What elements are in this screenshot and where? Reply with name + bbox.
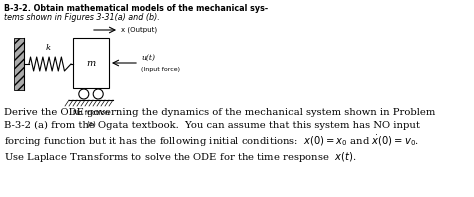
Bar bbox=[73, 38, 109, 88]
Text: Use Laplace Transforms to solve the ODE for the time response  $x(t)$.: Use Laplace Transforms to solve the ODE … bbox=[4, 150, 356, 164]
Text: No friction: No friction bbox=[73, 110, 109, 116]
Text: tems shown in Figures 3-31(a) and (b).: tems shown in Figures 3-31(a) and (b). bbox=[4, 13, 160, 22]
Text: B-3-2. Obtain mathematical models of the mechanical sys-: B-3-2. Obtain mathematical models of the… bbox=[4, 4, 268, 13]
Text: forcing function but it has the following initial conditions:  $x(0) = x_0$ and : forcing function but it has the followin… bbox=[4, 134, 419, 149]
Text: m: m bbox=[86, 59, 96, 68]
Text: (Input force): (Input force) bbox=[141, 67, 180, 72]
Text: k: k bbox=[46, 44, 51, 52]
Text: u(t): u(t) bbox=[141, 54, 155, 62]
Text: B-3-2 (a) from the Ogata textbook.  You can assume that this system has NO input: B-3-2 (a) from the Ogata textbook. You c… bbox=[4, 121, 420, 130]
Bar bbox=[14, 38, 24, 90]
Text: x (Output): x (Output) bbox=[121, 27, 157, 33]
Text: (a): (a) bbox=[86, 120, 96, 126]
Text: Derive the ODE governing the dynamics of the mechanical system shown in Problem: Derive the ODE governing the dynamics of… bbox=[4, 108, 436, 117]
